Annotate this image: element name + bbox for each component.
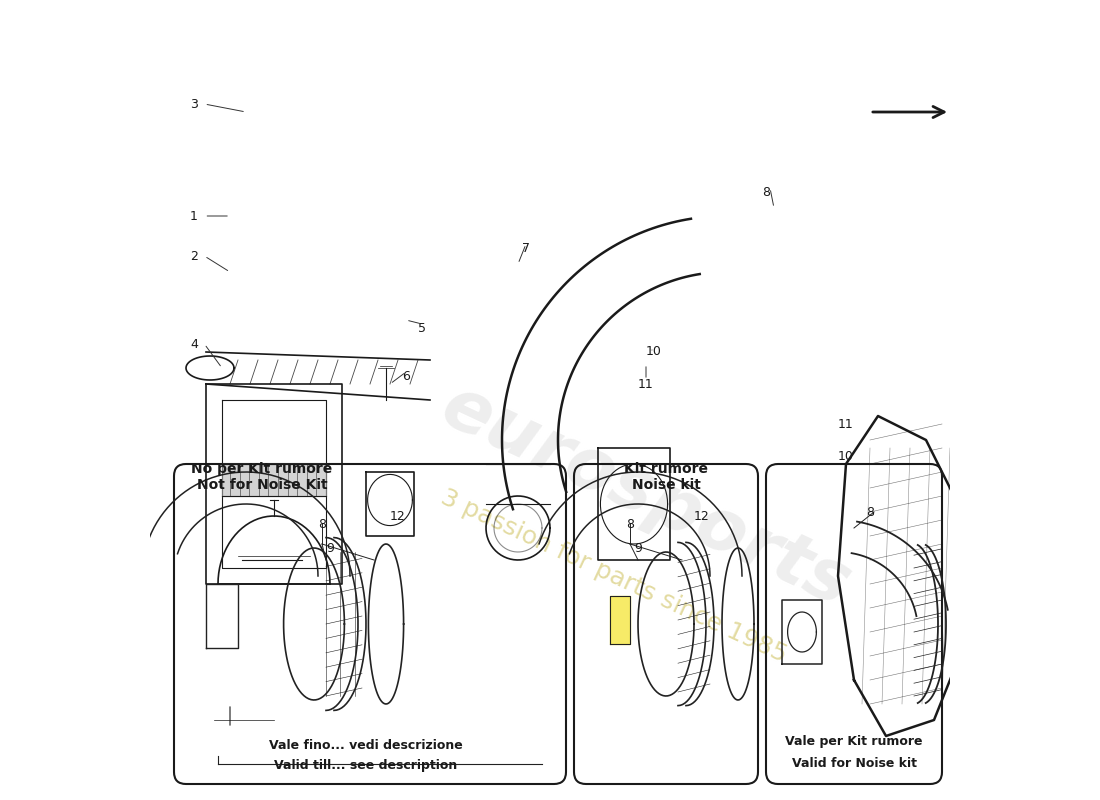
Text: 9: 9 <box>634 542 642 554</box>
Text: Kit rumore: Kit rumore <box>624 462 708 476</box>
Text: 7: 7 <box>522 242 530 254</box>
Text: Valid for Noise kit: Valid for Noise kit <box>792 757 916 770</box>
Text: 2: 2 <box>190 250 198 262</box>
Text: 11: 11 <box>638 378 653 390</box>
Text: 8: 8 <box>866 506 874 518</box>
Polygon shape <box>610 596 630 644</box>
Text: eurosports: eurosports <box>430 371 861 621</box>
Text: Vale per Kit rumore: Vale per Kit rumore <box>785 735 923 748</box>
Text: 11: 11 <box>838 418 854 430</box>
Text: 12: 12 <box>390 510 406 522</box>
Text: 5: 5 <box>418 322 426 334</box>
Text: Noise kit: Noise kit <box>631 478 701 492</box>
Text: Valid till... see description: Valid till... see description <box>274 759 458 772</box>
Text: 6: 6 <box>403 370 410 382</box>
Text: Not for Noise Kit: Not for Noise Kit <box>197 478 328 492</box>
Text: 10: 10 <box>646 346 662 358</box>
Text: 1: 1 <box>190 210 198 222</box>
Text: 3 passion for parts since 1985: 3 passion for parts since 1985 <box>437 485 791 667</box>
Text: 8: 8 <box>626 518 634 530</box>
Text: No per Kit rumore: No per Kit rumore <box>191 462 332 476</box>
Text: 12: 12 <box>694 510 710 522</box>
Text: 8: 8 <box>318 518 326 530</box>
Text: 8: 8 <box>762 186 770 198</box>
Text: 3: 3 <box>190 98 198 110</box>
Text: Vale fino... vedi descrizione: Vale fino... vedi descrizione <box>270 739 463 752</box>
Text: 10: 10 <box>838 450 854 462</box>
Text: 4: 4 <box>190 338 198 350</box>
Text: 9: 9 <box>326 542 334 554</box>
